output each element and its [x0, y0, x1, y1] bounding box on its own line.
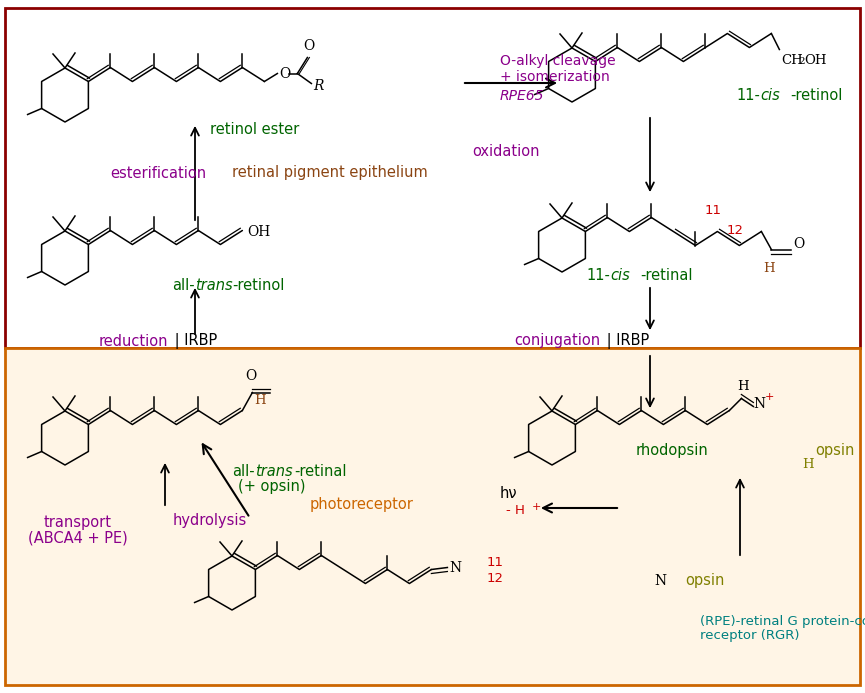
- Text: O: O: [303, 40, 314, 53]
- Text: R: R: [313, 78, 324, 92]
- Text: hν: hν: [499, 486, 516, 500]
- Text: reduction: reduction: [99, 333, 168, 349]
- Text: 11-: 11-: [736, 87, 760, 103]
- Text: O: O: [279, 67, 291, 80]
- Text: oxidation: oxidation: [472, 143, 540, 159]
- Text: O: O: [245, 369, 256, 383]
- Text: retinal pigment epithelium: retinal pigment epithelium: [232, 166, 428, 180]
- Text: 12: 12: [486, 572, 503, 584]
- Text: H: H: [764, 261, 775, 274]
- Text: H: H: [738, 380, 749, 392]
- Bar: [5, 348, 860, 685]
- Text: 11: 11: [486, 556, 503, 570]
- Text: -retinal: -retinal: [294, 464, 347, 478]
- Text: OH: OH: [247, 225, 271, 240]
- Text: (+ opsin): (+ opsin): [238, 478, 305, 493]
- Text: receptor (RGR): receptor (RGR): [700, 629, 799, 642]
- Text: N: N: [450, 561, 462, 574]
- Text: 11-: 11-: [586, 267, 610, 283]
- Text: cis: cis: [610, 267, 630, 283]
- Text: hydrolysis: hydrolysis: [173, 514, 247, 529]
- Text: all-: all-: [172, 277, 195, 292]
- Text: N: N: [753, 398, 766, 412]
- Text: photoreceptor: photoreceptor: [310, 498, 414, 513]
- Text: RPE65: RPE65: [500, 89, 544, 103]
- Text: (ABCA4 + PE): (ABCA4 + PE): [29, 531, 128, 545]
- Text: trans: trans: [195, 277, 233, 292]
- Text: -retinol: -retinol: [790, 87, 843, 103]
- Text: cis: cis: [760, 87, 779, 103]
- Text: - H: - H: [505, 505, 524, 518]
- Text: | IRBP: | IRBP: [170, 333, 217, 349]
- Text: -retinal: -retinal: [640, 267, 693, 283]
- Text: -retinol: -retinol: [232, 277, 285, 292]
- Text: CH: CH: [781, 53, 803, 67]
- Text: trans: trans: [255, 464, 292, 478]
- Bar: [5, 8, 860, 348]
- Text: opsin: opsin: [685, 574, 724, 588]
- Text: 11: 11: [704, 204, 721, 218]
- Text: H: H: [802, 459, 814, 471]
- Text: 12: 12: [727, 225, 744, 238]
- Text: transport: transport: [44, 516, 112, 531]
- Text: | IRBP: | IRBP: [602, 333, 650, 349]
- Text: N: N: [654, 574, 666, 588]
- Text: O-alkyl cleavage: O-alkyl cleavage: [500, 54, 616, 68]
- Text: +: +: [765, 392, 774, 401]
- Text: esterification: esterification: [110, 166, 206, 180]
- Text: H: H: [254, 394, 266, 407]
- Text: opsin: opsin: [815, 443, 855, 457]
- Text: retinol ester: retinol ester: [210, 123, 299, 137]
- Text: all-: all-: [233, 464, 255, 478]
- Text: (RPE)-retinal G protein-coupled: (RPE)-retinal G protein-coupled: [700, 615, 865, 627]
- Text: + isomerization: + isomerization: [500, 70, 610, 84]
- Text: rhodopsin: rhodopsin: [636, 443, 708, 457]
- Text: O: O: [793, 236, 804, 250]
- Text: +: +: [531, 502, 541, 512]
- Text: conjugation: conjugation: [514, 333, 600, 349]
- Text: OH: OH: [804, 53, 827, 67]
- Text: 2: 2: [798, 58, 805, 67]
